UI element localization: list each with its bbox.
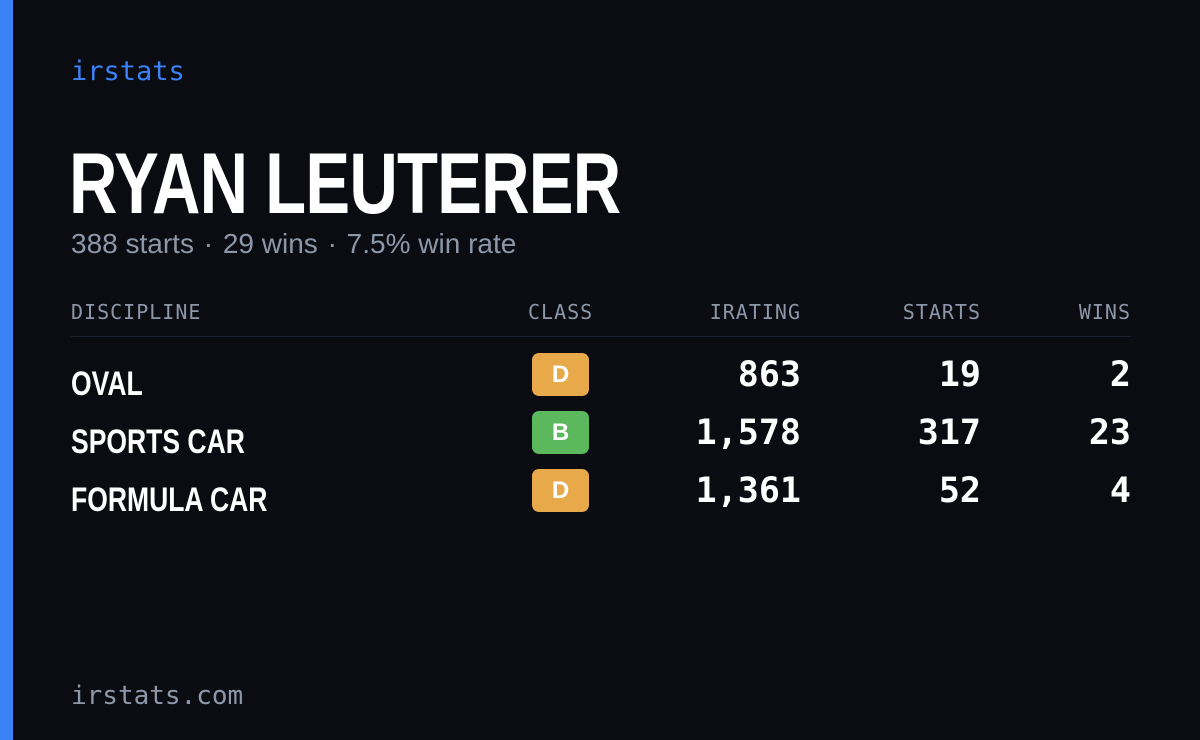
table-row: OVAL D 863 19 2 — [71, 353, 1131, 411]
wins-value: 4 — [1109, 471, 1131, 511]
table-row: SPORTS CAR B 1,578 317 23 — [71, 411, 1131, 469]
starts-value: 52 — [938, 471, 981, 511]
table-row: FORMULA CAR D 1,361 52 4 — [71, 469, 1131, 527]
class-badge: B — [532, 411, 589, 454]
driver-name: RYAN LEUTERER — [69, 136, 621, 232]
summary-separator: · — [203, 228, 214, 259]
accent-bar — [0, 0, 13, 740]
header-class: CLASS — [528, 300, 594, 324]
wins-value: 2 — [1109, 355, 1131, 395]
header-starts: STARTS — [902, 300, 981, 324]
summary-win-rate: 7.5% win rate — [346, 228, 517, 259]
header-discipline: DISCIPLINE — [71, 300, 202, 324]
irating-value: 1,578 — [695, 413, 801, 453]
table-body: OVAL D 863 19 2 SPORTS CAR B 1,578 317 2… — [71, 337, 1131, 527]
footer-url[interactable]: irstats.com — [71, 681, 244, 711]
starts-value: 317 — [917, 413, 981, 453]
discipline-table: DISCIPLINE CLASS IRATING STARTS WINS OVA… — [71, 296, 1131, 527]
summary-starts: 388 starts — [71, 228, 194, 259]
class-badge: D — [532, 353, 589, 396]
brand-logo: irstats — [71, 56, 185, 87]
summary-separator: · — [327, 228, 337, 259]
discipline-name: OVAL — [71, 365, 143, 403]
discipline-name: FORMULA CAR — [71, 481, 268, 519]
irating-value: 863 — [737, 355, 801, 395]
starts-value: 19 — [938, 355, 981, 395]
header-irating: IRATING — [709, 300, 801, 324]
summary-wins: 29 wins — [222, 228, 318, 259]
discipline-name: SPORTS CAR — [71, 423, 245, 461]
table-header: DISCIPLINE CLASS IRATING STARTS WINS — [71, 296, 1131, 337]
wins-value: 23 — [1088, 413, 1131, 453]
irating-value: 1,361 — [695, 471, 801, 511]
class-badge: D — [532, 469, 589, 512]
header-wins: WINS — [1078, 300, 1131, 324]
driver-summary: 388 starts · 29 wins · 7.5% win rate — [71, 228, 516, 260]
